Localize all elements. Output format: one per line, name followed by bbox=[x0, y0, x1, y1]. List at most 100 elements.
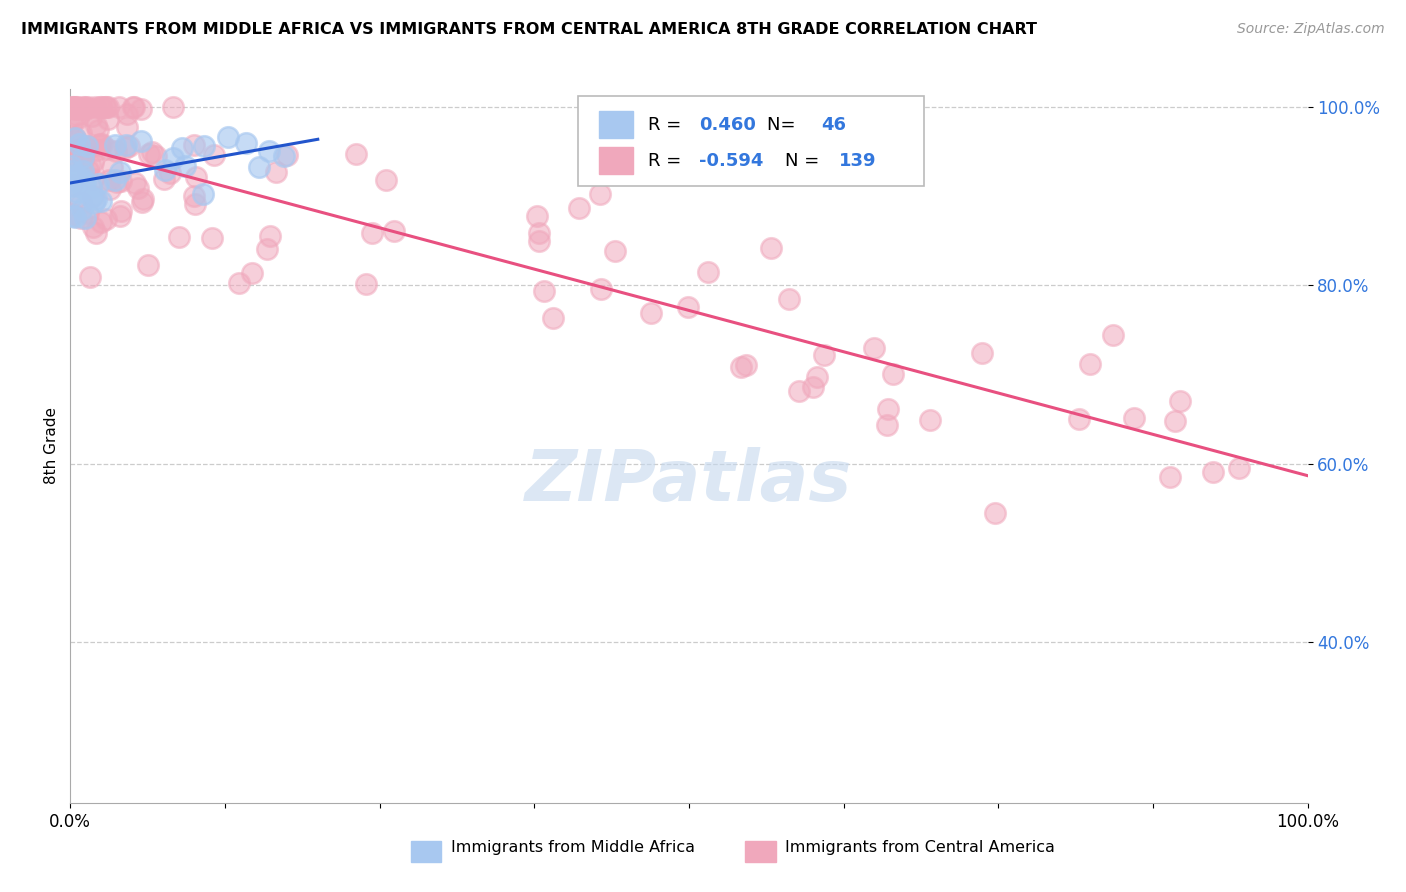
Point bbox=[264, 165, 287, 179]
Point bbox=[70, 169, 93, 183]
Point bbox=[75, 100, 97, 114]
Point bbox=[107, 100, 129, 114]
Point bbox=[90, 100, 112, 114]
Point bbox=[110, 203, 132, 218]
Point bbox=[110, 209, 132, 223]
Point bbox=[354, 277, 377, 292]
Point bbox=[60, 190, 83, 204]
Point bbox=[108, 165, 131, 179]
Point bbox=[129, 103, 152, 117]
Point bbox=[89, 137, 111, 152]
Text: -0.594: -0.594 bbox=[699, 152, 763, 169]
Point bbox=[60, 116, 83, 130]
Point bbox=[167, 229, 190, 244]
Point bbox=[70, 127, 93, 141]
Point bbox=[104, 173, 127, 187]
Point bbox=[59, 159, 82, 173]
Point bbox=[60, 179, 83, 194]
Point bbox=[76, 139, 98, 153]
Point bbox=[101, 160, 124, 174]
Text: ZIPatlas: ZIPatlas bbox=[526, 447, 852, 516]
Point bbox=[104, 138, 127, 153]
Point bbox=[228, 276, 250, 290]
Point bbox=[170, 141, 193, 155]
FancyBboxPatch shape bbox=[599, 112, 633, 138]
Point bbox=[1078, 358, 1101, 372]
Point bbox=[876, 418, 898, 433]
Point bbox=[122, 100, 145, 114]
Text: N=: N= bbox=[766, 116, 801, 134]
Point bbox=[526, 209, 548, 223]
Point bbox=[97, 173, 120, 187]
Point bbox=[70, 195, 93, 210]
Point bbox=[83, 100, 105, 114]
Point bbox=[98, 182, 121, 196]
Point bbox=[80, 109, 103, 123]
Point bbox=[591, 282, 613, 296]
Point bbox=[970, 346, 993, 360]
Point bbox=[65, 143, 87, 157]
Point bbox=[60, 100, 83, 114]
Point bbox=[697, 265, 720, 279]
Point bbox=[86, 143, 108, 157]
Text: IMMIGRANTS FROM MIDDLE AFRICA VS IMMIGRANTS FROM CENTRAL AMERICA 8TH GRADE CORRE: IMMIGRANTS FROM MIDDLE AFRICA VS IMMIGRA… bbox=[21, 22, 1038, 37]
Point bbox=[93, 100, 115, 114]
Point bbox=[72, 163, 94, 178]
Point bbox=[79, 157, 101, 171]
Point bbox=[82, 219, 104, 234]
Point bbox=[801, 380, 824, 394]
Point bbox=[72, 100, 94, 114]
Point bbox=[382, 223, 405, 237]
Point bbox=[80, 179, 103, 194]
Point bbox=[174, 159, 197, 173]
Point bbox=[202, 148, 225, 162]
Point bbox=[60, 164, 83, 178]
Point bbox=[184, 170, 207, 185]
Point bbox=[62, 153, 84, 167]
Point bbox=[66, 112, 89, 126]
Point bbox=[735, 359, 758, 373]
Point bbox=[63, 131, 86, 145]
Point bbox=[247, 160, 270, 174]
Text: R =: R = bbox=[648, 116, 688, 134]
Point bbox=[60, 101, 83, 115]
Point bbox=[1164, 414, 1187, 428]
Point bbox=[82, 154, 104, 169]
Point bbox=[375, 173, 398, 187]
Text: 46: 46 bbox=[821, 116, 846, 134]
Point bbox=[72, 153, 94, 167]
Point bbox=[918, 413, 941, 427]
Point bbox=[82, 172, 104, 186]
Point bbox=[69, 142, 91, 156]
Point bbox=[67, 172, 90, 186]
Point bbox=[73, 180, 96, 194]
Point bbox=[73, 175, 96, 189]
Point bbox=[73, 144, 96, 158]
Point bbox=[84, 118, 107, 132]
Point bbox=[640, 306, 662, 320]
Point bbox=[79, 270, 101, 285]
Point bbox=[127, 180, 149, 194]
Point bbox=[235, 136, 257, 150]
Point bbox=[65, 100, 87, 114]
Point bbox=[89, 194, 111, 208]
Point bbox=[162, 151, 184, 165]
Point bbox=[259, 228, 281, 243]
Y-axis label: 8th Grade: 8th Grade bbox=[44, 408, 59, 484]
Point bbox=[91, 137, 114, 152]
Point bbox=[67, 169, 90, 184]
Point bbox=[72, 202, 94, 216]
Point bbox=[63, 211, 86, 225]
Point bbox=[118, 139, 141, 153]
Point bbox=[65, 103, 87, 117]
Point bbox=[527, 234, 550, 248]
Point bbox=[97, 112, 120, 126]
Point bbox=[70, 144, 93, 158]
Point bbox=[96, 100, 118, 114]
FancyBboxPatch shape bbox=[411, 840, 441, 862]
Text: Source: ZipAtlas.com: Source: ZipAtlas.com bbox=[1237, 22, 1385, 37]
Point bbox=[62, 207, 84, 221]
Point bbox=[63, 168, 86, 182]
Point bbox=[141, 145, 163, 160]
Point bbox=[138, 147, 160, 161]
